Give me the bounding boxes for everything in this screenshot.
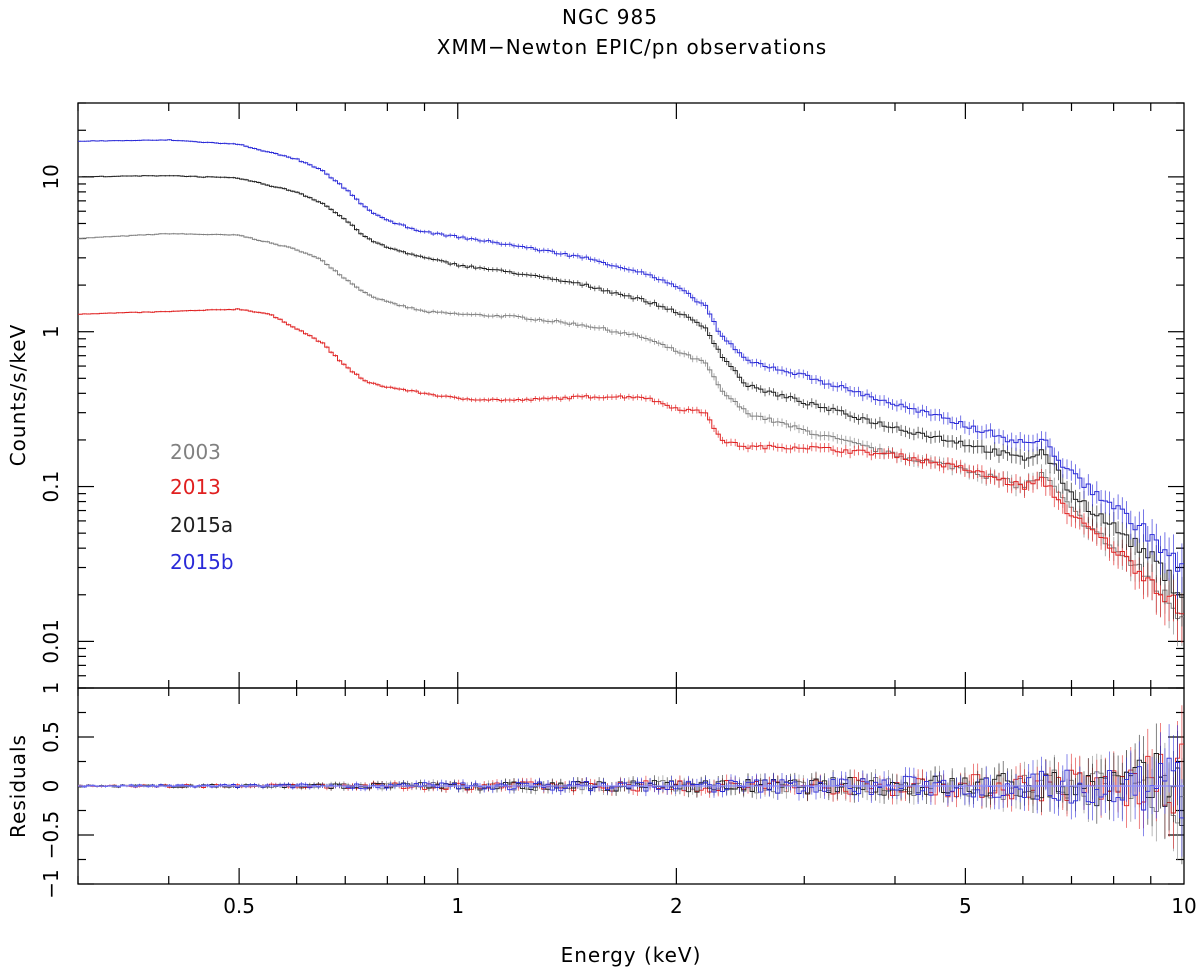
x-tick-label: 0.5: [223, 894, 255, 918]
main-panel: 0.01 0.1 1 10 Counts/s/keV: [6, 102, 1185, 689]
series-2015a-spectrum: [78, 175, 1184, 598]
x-tick-label: 1: [451, 894, 464, 918]
x-tick-label: 2: [670, 894, 683, 918]
legend-2003: 2003: [170, 440, 221, 464]
y-tick-label: 0.1: [39, 471, 63, 503]
chart-title: NGC 985: [562, 5, 658, 29]
y-tick-label: 10: [39, 164, 63, 189]
series-2013-error-bars: [79, 308, 1183, 643]
y-tick-label: −0.5: [39, 811, 63, 860]
y-tick-label: 1: [39, 325, 63, 338]
legend-2015a: 2015a: [170, 513, 233, 537]
series-2015a-residual-error-bars: [79, 723, 1183, 865]
x-axis-label: Energy (keV): [561, 943, 702, 967]
main-panel-frame: [77, 102, 1185, 689]
y-tick-label: 0.01: [39, 619, 63, 664]
residual-y-axis-label: Residuals: [6, 734, 30, 838]
main-y-axis-label: Counts/s/keV: [6, 324, 30, 467]
series-2003-spectrum: [78, 233, 1184, 619]
legend-2015b: 2015b: [170, 550, 234, 574]
y-tick-label: 1: [39, 682, 63, 695]
series-2003-error-bars: [79, 232, 1183, 647]
series-2015a-error-bars: [79, 174, 1183, 627]
series-2013-residual-error-bars: [79, 705, 1183, 849]
y-tick-label: −1: [39, 869, 63, 898]
residual-panel: −1 −0.5 0 0.5 1 Residuals: [6, 682, 1185, 899]
series-2015b-error-bars: [79, 139, 1183, 599]
series-2015b-spectrum: [78, 139, 1184, 572]
x-tick-labels: 0.5 1 2 5 10: [223, 894, 1197, 918]
residual-ticks: −1 −0.5 0 0.5 1: [39, 682, 1184, 899]
residual-series: [78, 705, 1184, 865]
y-tick-label: 0.5: [39, 721, 63, 753]
series-2003-residual-error-bars: [79, 742, 1183, 861]
legend: 2003 2013 2015a 2015b: [170, 440, 234, 574]
series-2015b-residuals: [78, 757, 1184, 819]
main-series: [78, 139, 1184, 647]
x-tick-label: 10: [1171, 894, 1196, 918]
series-2013-residuals: [78, 743, 1184, 814]
series-2013-spectrum: [78, 308, 1184, 615]
legend-2013: 2013: [170, 475, 221, 499]
chart-subtitle: XMM−Newton EPIC/pn observations: [437, 35, 827, 59]
y-tick-label: 0: [39, 780, 63, 793]
x-tick-label: 5: [959, 894, 972, 918]
main-ticks: 0.01 0.1 1 10: [39, 102, 1184, 689]
